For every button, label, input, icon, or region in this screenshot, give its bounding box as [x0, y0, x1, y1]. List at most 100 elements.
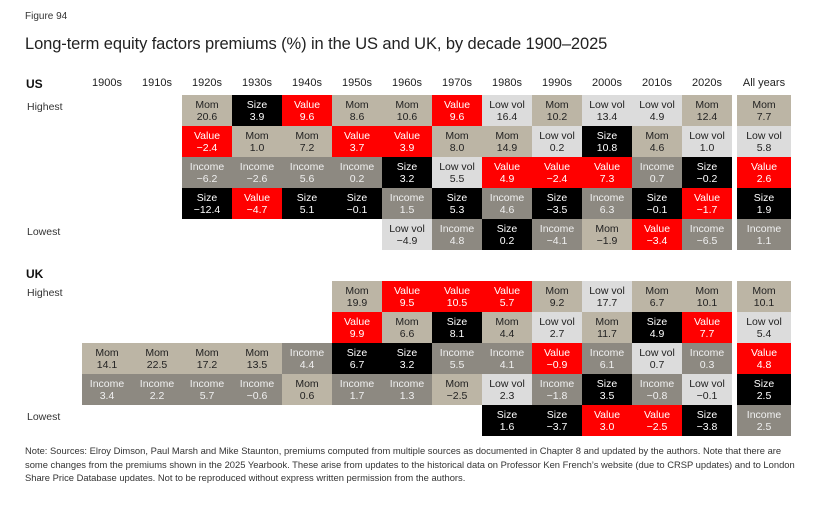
factor-name: Value	[493, 160, 521, 173]
factor-cell: Value 3.0	[582, 405, 632, 436]
factor-premium-value: 5.4	[756, 327, 772, 340]
column-header: 1910s	[142, 77, 172, 89]
factor-premium-value: −2.6	[246, 172, 268, 185]
factor-premium-value: 2.2	[149, 389, 165, 402]
factor-premium-value: 5.1	[299, 203, 315, 216]
factor-premium-value: 7.7	[756, 110, 772, 123]
factor-cell: Mom 14.9	[482, 126, 532, 157]
factor-cell: Mom 1.0	[232, 126, 282, 157]
factor-premium-value: 3.4	[99, 389, 115, 402]
factor-cell: Mom 8.0	[432, 126, 482, 157]
factor-name: Mom	[195, 98, 219, 111]
factor-premium-value: 4.4	[499, 327, 515, 340]
factor-name: Income	[139, 377, 175, 390]
factor-cell: Value 5.7	[482, 281, 532, 312]
factor-premium-value: 16.4	[496, 110, 518, 123]
factor-name: Size	[546, 191, 568, 204]
factor-cell: Mom 11.7	[582, 312, 632, 343]
factor-cell: Mom 9.2	[532, 281, 582, 312]
factor-name: Mom	[145, 346, 169, 359]
factor-cell: Low vol 0.7	[632, 343, 682, 374]
factor-premium-value: 17.2	[196, 358, 218, 371]
factor-cell: Income −0.6	[232, 374, 282, 405]
factor-cell: Size 3.2	[382, 343, 432, 374]
factor-premium-value: 5.6	[299, 172, 315, 185]
factor-cell: Low vol 2.3	[482, 374, 532, 405]
factor-cell: Value 7.7	[682, 312, 732, 343]
factor-cell: Income 1.1	[737, 219, 791, 250]
factor-name: Income	[639, 160, 675, 173]
factor-name: Value	[243, 191, 271, 204]
factor-name: Income	[689, 346, 725, 359]
factor-premium-value: −2.4	[196, 141, 218, 154]
factor-premium-value: −0.1	[346, 203, 368, 216]
factor-premium-value: 5.7	[199, 389, 215, 402]
factor-name: Income	[89, 377, 125, 390]
region-label-uk: UK	[26, 267, 44, 281]
factor-name: Income	[239, 377, 275, 390]
us-lowest-label: Lowest	[27, 226, 61, 238]
factor-cell: Mom 12.4	[682, 95, 732, 126]
factor-cell: Mom 7.7	[737, 95, 791, 126]
factor-cell: Low vol 0.2	[532, 126, 582, 157]
factor-premium-value: 4.6	[649, 141, 665, 154]
factor-cell: Value 3.9	[382, 126, 432, 157]
factor-premium-value: −1.7	[696, 203, 718, 216]
factor-cell: Value 2.6	[737, 157, 791, 188]
factor-premium-value: −1.8	[546, 389, 568, 402]
factor-cell: Value −2.5	[632, 405, 682, 436]
factor-premium-value: −0.1	[646, 203, 668, 216]
factor-cell: Size −0.1	[332, 188, 382, 219]
factor-premium-value: 5.7	[499, 296, 515, 309]
factor-premium-value: −3.7	[546, 420, 568, 433]
factor-cell: Low vol −4.9	[382, 219, 432, 250]
factor-cell: Mom 6.6	[382, 312, 432, 343]
factor-name: Mom	[445, 377, 469, 390]
factor-cell: Low vol −0.1	[682, 374, 732, 405]
factor-name: Income	[389, 191, 425, 204]
factor-cell: Low vol 13.4	[582, 95, 632, 126]
factor-premium-value: 5.8	[756, 141, 772, 154]
factor-premium-value: −0.2	[696, 172, 718, 185]
factor-name: Mom	[95, 346, 119, 359]
factor-cell: Mom −2.5	[432, 374, 482, 405]
factor-name: Income	[439, 346, 475, 359]
factor-cell: Value 9.6	[432, 95, 482, 126]
factor-name: Value	[343, 129, 371, 142]
factor-premium-value: 2.7	[549, 327, 565, 340]
factor-cell: Mom 14.1	[82, 343, 132, 374]
factor-premium-value: 7.3	[599, 172, 615, 185]
factor-cell: Size 10.8	[582, 126, 632, 157]
factor-cell: Income 4.4	[282, 343, 332, 374]
factor-name: Income	[389, 377, 425, 390]
factor-cell: Low vol 1.0	[682, 126, 732, 157]
factor-premium-value: 1.5	[399, 203, 415, 216]
factor-cell: Income 2.2	[132, 374, 182, 405]
factor-cell: Mom 13.5	[232, 343, 282, 374]
factor-premium-value: −2.5	[646, 420, 668, 433]
factor-name: Value	[750, 160, 778, 173]
factor-cell: Mom 8.6	[332, 95, 382, 126]
factor-premium-value: 1.3	[399, 389, 415, 402]
factor-cell: Value 3.7	[332, 126, 382, 157]
factor-cell: Value 9.5	[382, 281, 432, 312]
factor-name: Mom	[645, 129, 669, 142]
factor-cell: Income 1.5	[382, 188, 432, 219]
factor-name: Mom	[545, 284, 569, 297]
factor-name: Size	[346, 346, 368, 359]
factor-cell: Mom 4.4	[482, 312, 532, 343]
factor-cell: Income 3.4	[82, 374, 132, 405]
factor-cell: Mom 20.6	[182, 95, 232, 126]
factor-cell: Income 1.3	[382, 374, 432, 405]
factor-cell: Size 4.9	[632, 312, 682, 343]
factor-premium-value: −1.9	[596, 234, 618, 247]
factor-premium-value: −3.8	[696, 420, 718, 433]
factor-cell: Value −0.9	[532, 343, 582, 374]
factor-premium-value: 0.7	[649, 172, 665, 185]
factor-premium-value: 9.6	[299, 110, 315, 123]
factor-name: Income	[439, 222, 475, 235]
factor-premium-value: 10.8	[596, 141, 618, 154]
factor-name: Mom	[752, 98, 776, 111]
factor-premium-value: 1.0	[699, 141, 715, 154]
factor-premium-value: −0.9	[546, 358, 568, 371]
